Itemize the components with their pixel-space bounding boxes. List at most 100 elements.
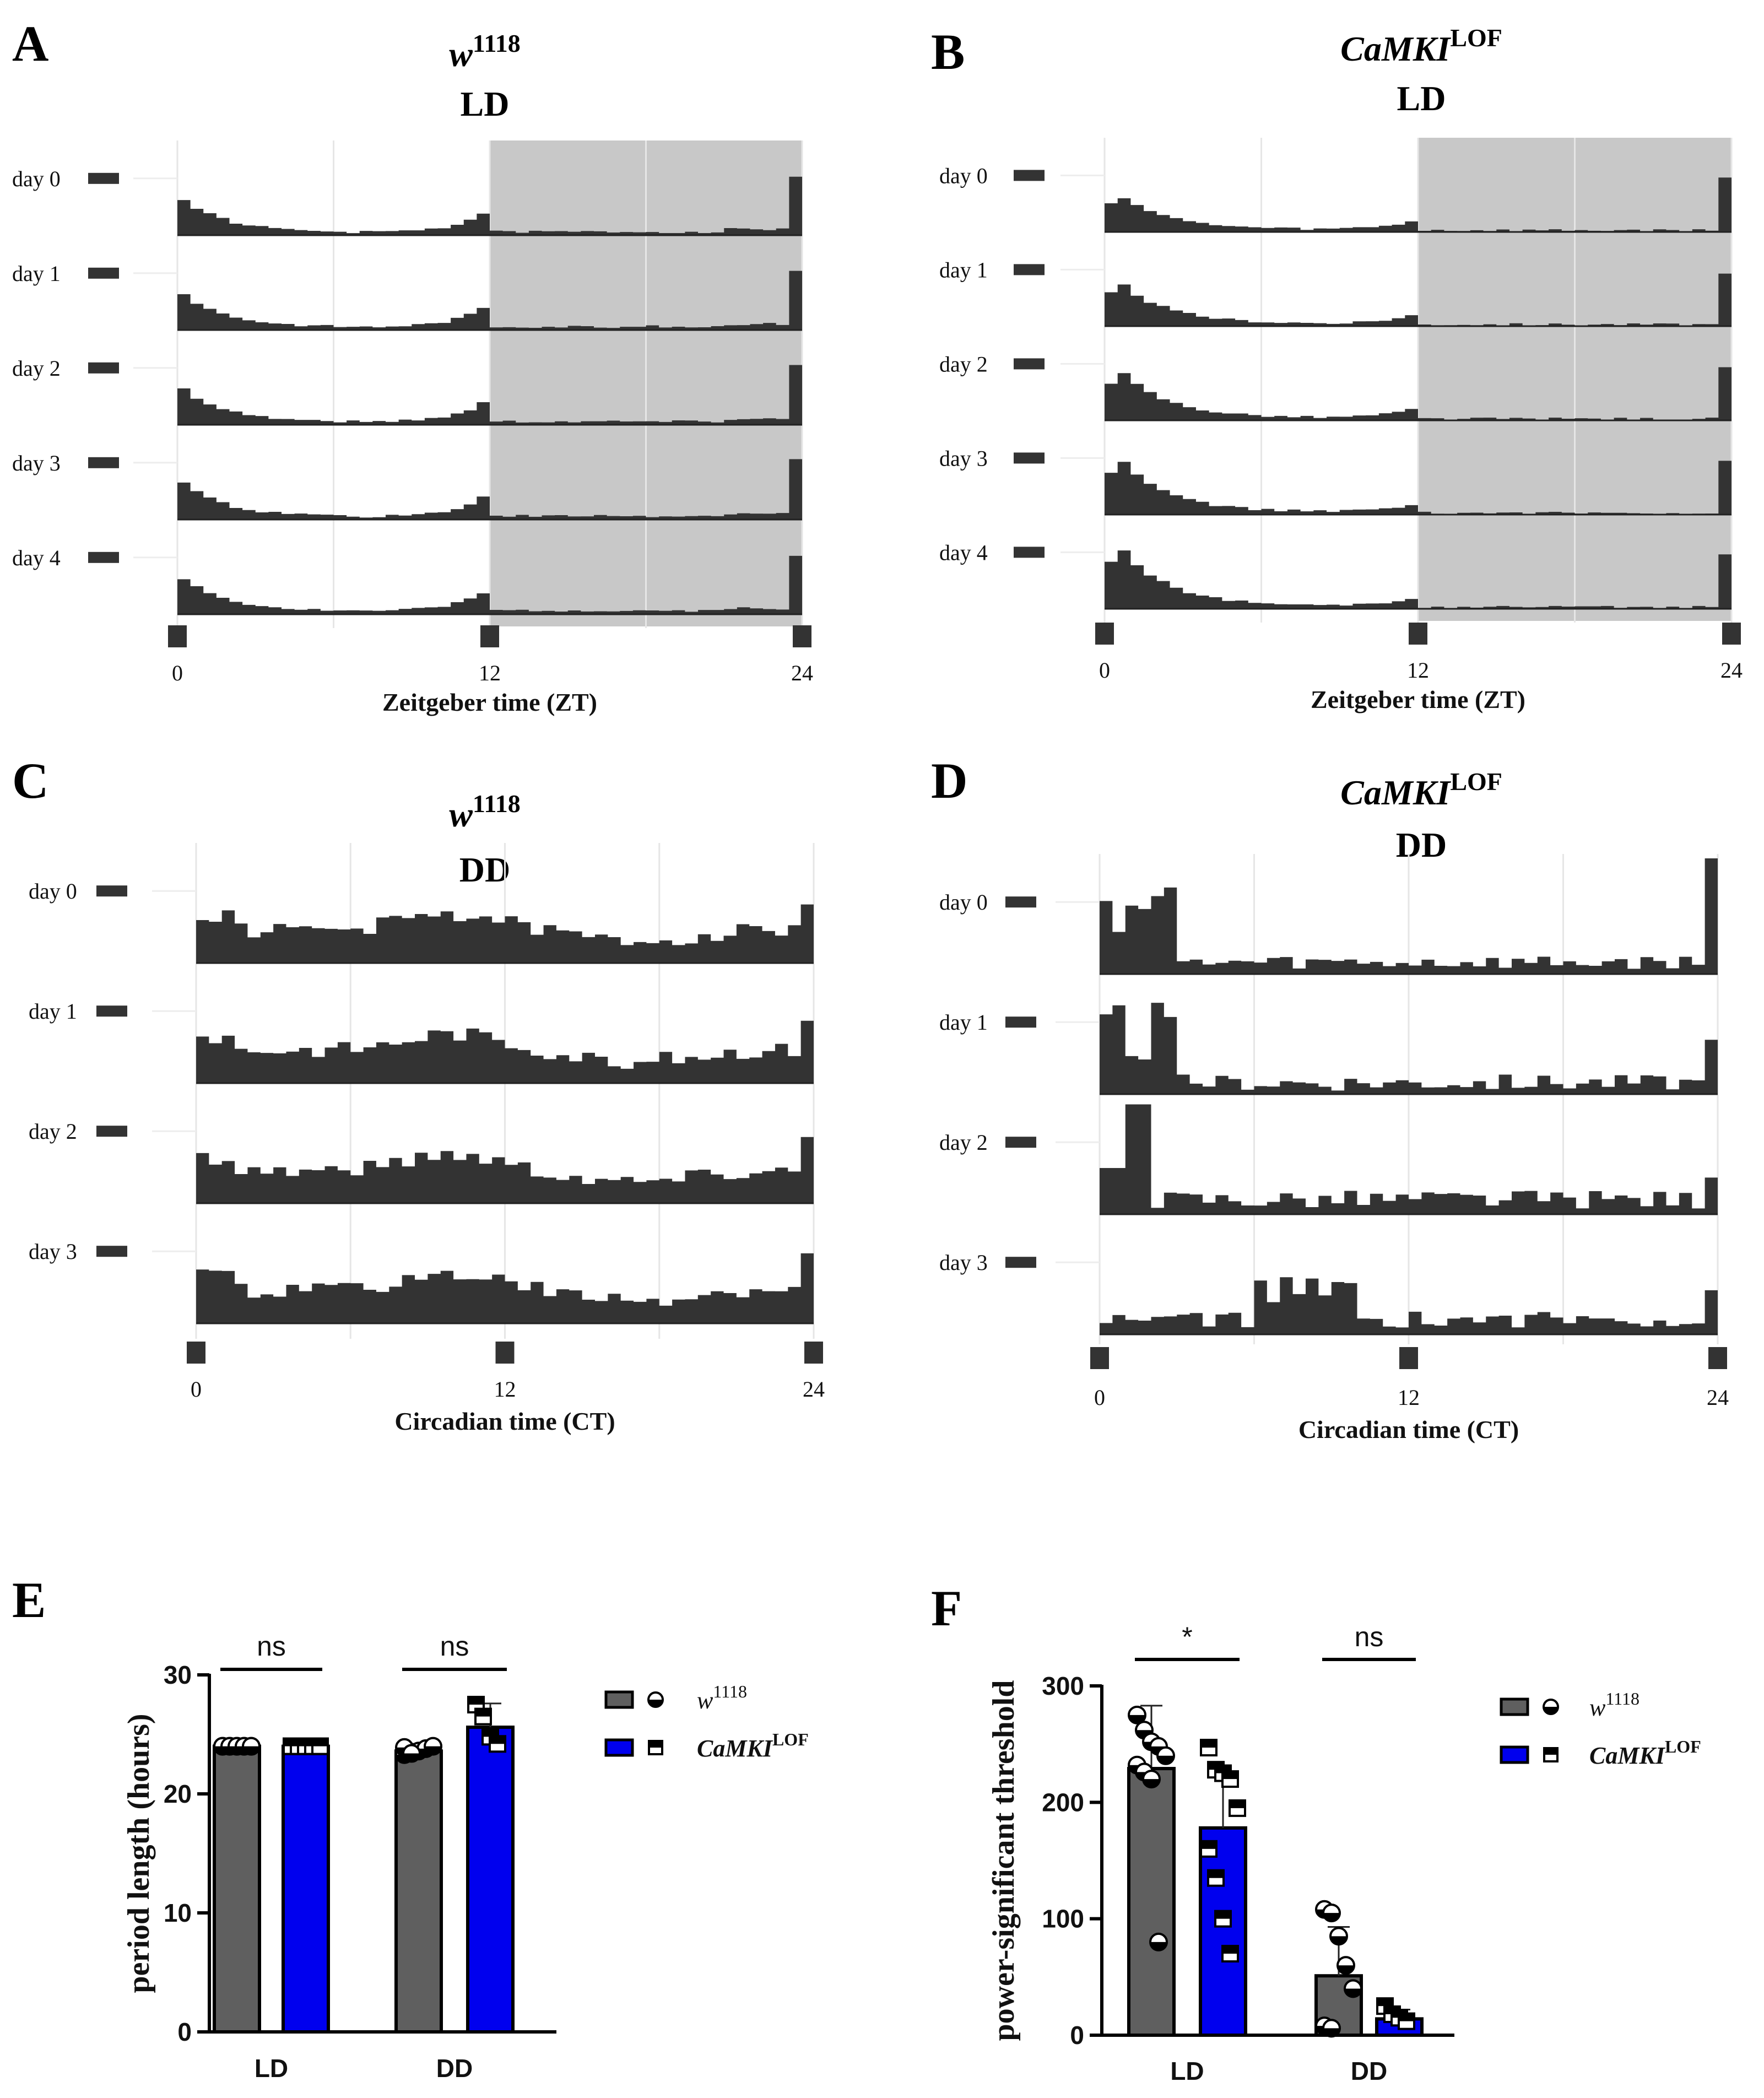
data-point-fill: [425, 1746, 441, 1755]
data-point-fill: [1399, 2013, 1414, 2021]
title-d-genotype: CaMKILOF: [1340, 767, 1502, 812]
x-tick-marker: [1090, 1347, 1109, 1369]
data-point-fill: [1345, 1988, 1361, 1997]
actogram-panel-c: day 0 day 1 day 2 day 3 0 12 24 Circadian time …: [29, 843, 825, 1435]
day-label: day 0: [939, 890, 988, 915]
title-d-condition: DD: [1396, 825, 1447, 864]
day-marker: [96, 1126, 127, 1137]
day-label: day 1: [939, 257, 988, 282]
x-tick-marker: [1722, 623, 1741, 645]
activity-histogram-day-3: [1105, 461, 1731, 515]
x-axis-title: Zeitgeber time (ZT): [382, 688, 597, 716]
x-tick-marker: [1708, 1347, 1727, 1369]
bar-ld-series-1: [1199, 1826, 1247, 2037]
data-point-fill: [1208, 1870, 1224, 1878]
activity-histogram-day-4: [177, 555, 802, 614]
data-point-fill: [1222, 1771, 1238, 1780]
x-axis-title: Circadian time (CT): [394, 1407, 615, 1435]
actogram-panel-b: day 0 day 1 day 2 day 3 day 4 0 12 24 Zeitgeber …: [939, 138, 1743, 713]
day-marker: [96, 885, 127, 897]
significance-label: ns: [1355, 1621, 1384, 1652]
title-b-condition: LD: [1397, 79, 1446, 118]
legend-swatch: [604, 1690, 634, 1709]
data-point-fill: [1143, 1779, 1160, 1788]
title-a-genotype: w1118: [449, 29, 521, 74]
actogram-panel-d: day 0 day 1 day 2 day 3 0 12 24 Circadian time …: [939, 854, 1729, 1443]
day-label: day 1: [939, 1010, 988, 1035]
y-tick-label: 10: [164, 1899, 192, 1927]
day-label: day 4: [12, 545, 61, 570]
y-tick-label: 20: [164, 1780, 192, 1808]
x-tick-marker: [1399, 1347, 1418, 1369]
bar-chart-e: 0 10 20 30 period length (hours) LD ns DD ns w111…: [122, 1631, 809, 2083]
day-label: day 1: [12, 261, 61, 286]
bar-chart-f: 0 100 200 300 power-significant threshold LD *…: [987, 1621, 1701, 2085]
activity-histogram-day-0: [1105, 177, 1731, 232]
significance-label: ns: [440, 1631, 469, 1662]
x-tick-marker: [480, 625, 499, 647]
x-tick-label: 12: [1407, 658, 1429, 683]
day-label: day 2: [29, 1119, 77, 1144]
legend-label: w1118: [697, 1681, 747, 1714]
data-point-fill: [483, 1729, 498, 1737]
day-marker: [88, 457, 119, 468]
day-marker: [88, 362, 119, 374]
data-point-fill: [1338, 1965, 1354, 1974]
activity-histogram-day-1: [196, 1020, 814, 1083]
x-tick-marker: [168, 625, 187, 647]
x-tick-label: 24: [1707, 1385, 1729, 1410]
title-b-genotype: CaMKILOF: [1340, 24, 1502, 68]
x-tick-marker: [495, 1342, 515, 1364]
data-point-fill: [1222, 1946, 1238, 1954]
panel-letter-c: C: [12, 753, 48, 809]
x-tick-label: 24: [1720, 658, 1743, 683]
data-point-fill: [1230, 1800, 1245, 1808]
legend-marker-fill: [648, 1700, 663, 1707]
x-tick-marker: [1409, 623, 1427, 645]
y-tick-label: 0: [177, 2018, 192, 2046]
day-marker: [96, 1246, 127, 1257]
x-axis-title: Circadian time (CT): [1298, 1415, 1519, 1443]
data-point-fill: [1157, 1755, 1174, 1764]
legend-swatch: [604, 1738, 634, 1757]
legend-swatch: [1500, 1697, 1529, 1716]
panel-letter-f: F: [931, 1580, 962, 1636]
x-tick-label: 0: [1099, 658, 1110, 683]
x-tick-label: 12: [479, 661, 501, 685]
data-point-fill: [1201, 1841, 1216, 1849]
day-marker: [1014, 170, 1045, 181]
bar-dd-series-1: [466, 1726, 515, 2034]
data-point-fill: [1330, 1936, 1347, 1945]
day-marker: [1014, 547, 1045, 558]
panel-letter-b: B: [931, 24, 965, 80]
day-label: day 1: [29, 999, 77, 1024]
y-tick-label: 0: [1070, 2021, 1084, 2050]
title-a-condition: LD: [461, 84, 510, 123]
title-c-condition: DD: [459, 850, 510, 889]
activity-histogram-day-1: [1100, 1003, 1718, 1094]
activity-histogram-day-4: [1105, 550, 1731, 609]
x-tick-label: 24: [803, 1377, 825, 1402]
y-tick-label: 30: [164, 1661, 192, 1689]
legend-label: CaMKILOF: [1589, 1737, 1701, 1769]
x-tick-label: 24: [791, 661, 813, 685]
day-label: day 3: [939, 446, 988, 471]
day-marker: [1014, 452, 1045, 464]
activity-histogram-day-2: [196, 1137, 814, 1203]
significance-label: ns: [257, 1631, 286, 1662]
data-point-fill: [1129, 1715, 1145, 1723]
data-point-fill: [490, 1736, 505, 1744]
panel-letter-a: A: [12, 15, 48, 72]
day-label: day 0: [12, 166, 61, 191]
bar-ld-series-0: [213, 1744, 261, 2034]
day-label: day 3: [29, 1239, 77, 1264]
x-tick-marker: [1095, 623, 1114, 645]
actogram-panel-a: day 0 day 1 day 2 day 3 day 4 0 12 24 Zeitgeber …: [12, 140, 813, 716]
day-marker: [1014, 358, 1045, 370]
day-marker: [96, 1005, 127, 1017]
day-label: day 2: [939, 1130, 988, 1155]
data-point-fill: [1323, 2028, 1340, 2037]
category-label: LD: [1170, 2057, 1204, 2085]
day-label: day 2: [12, 356, 61, 381]
